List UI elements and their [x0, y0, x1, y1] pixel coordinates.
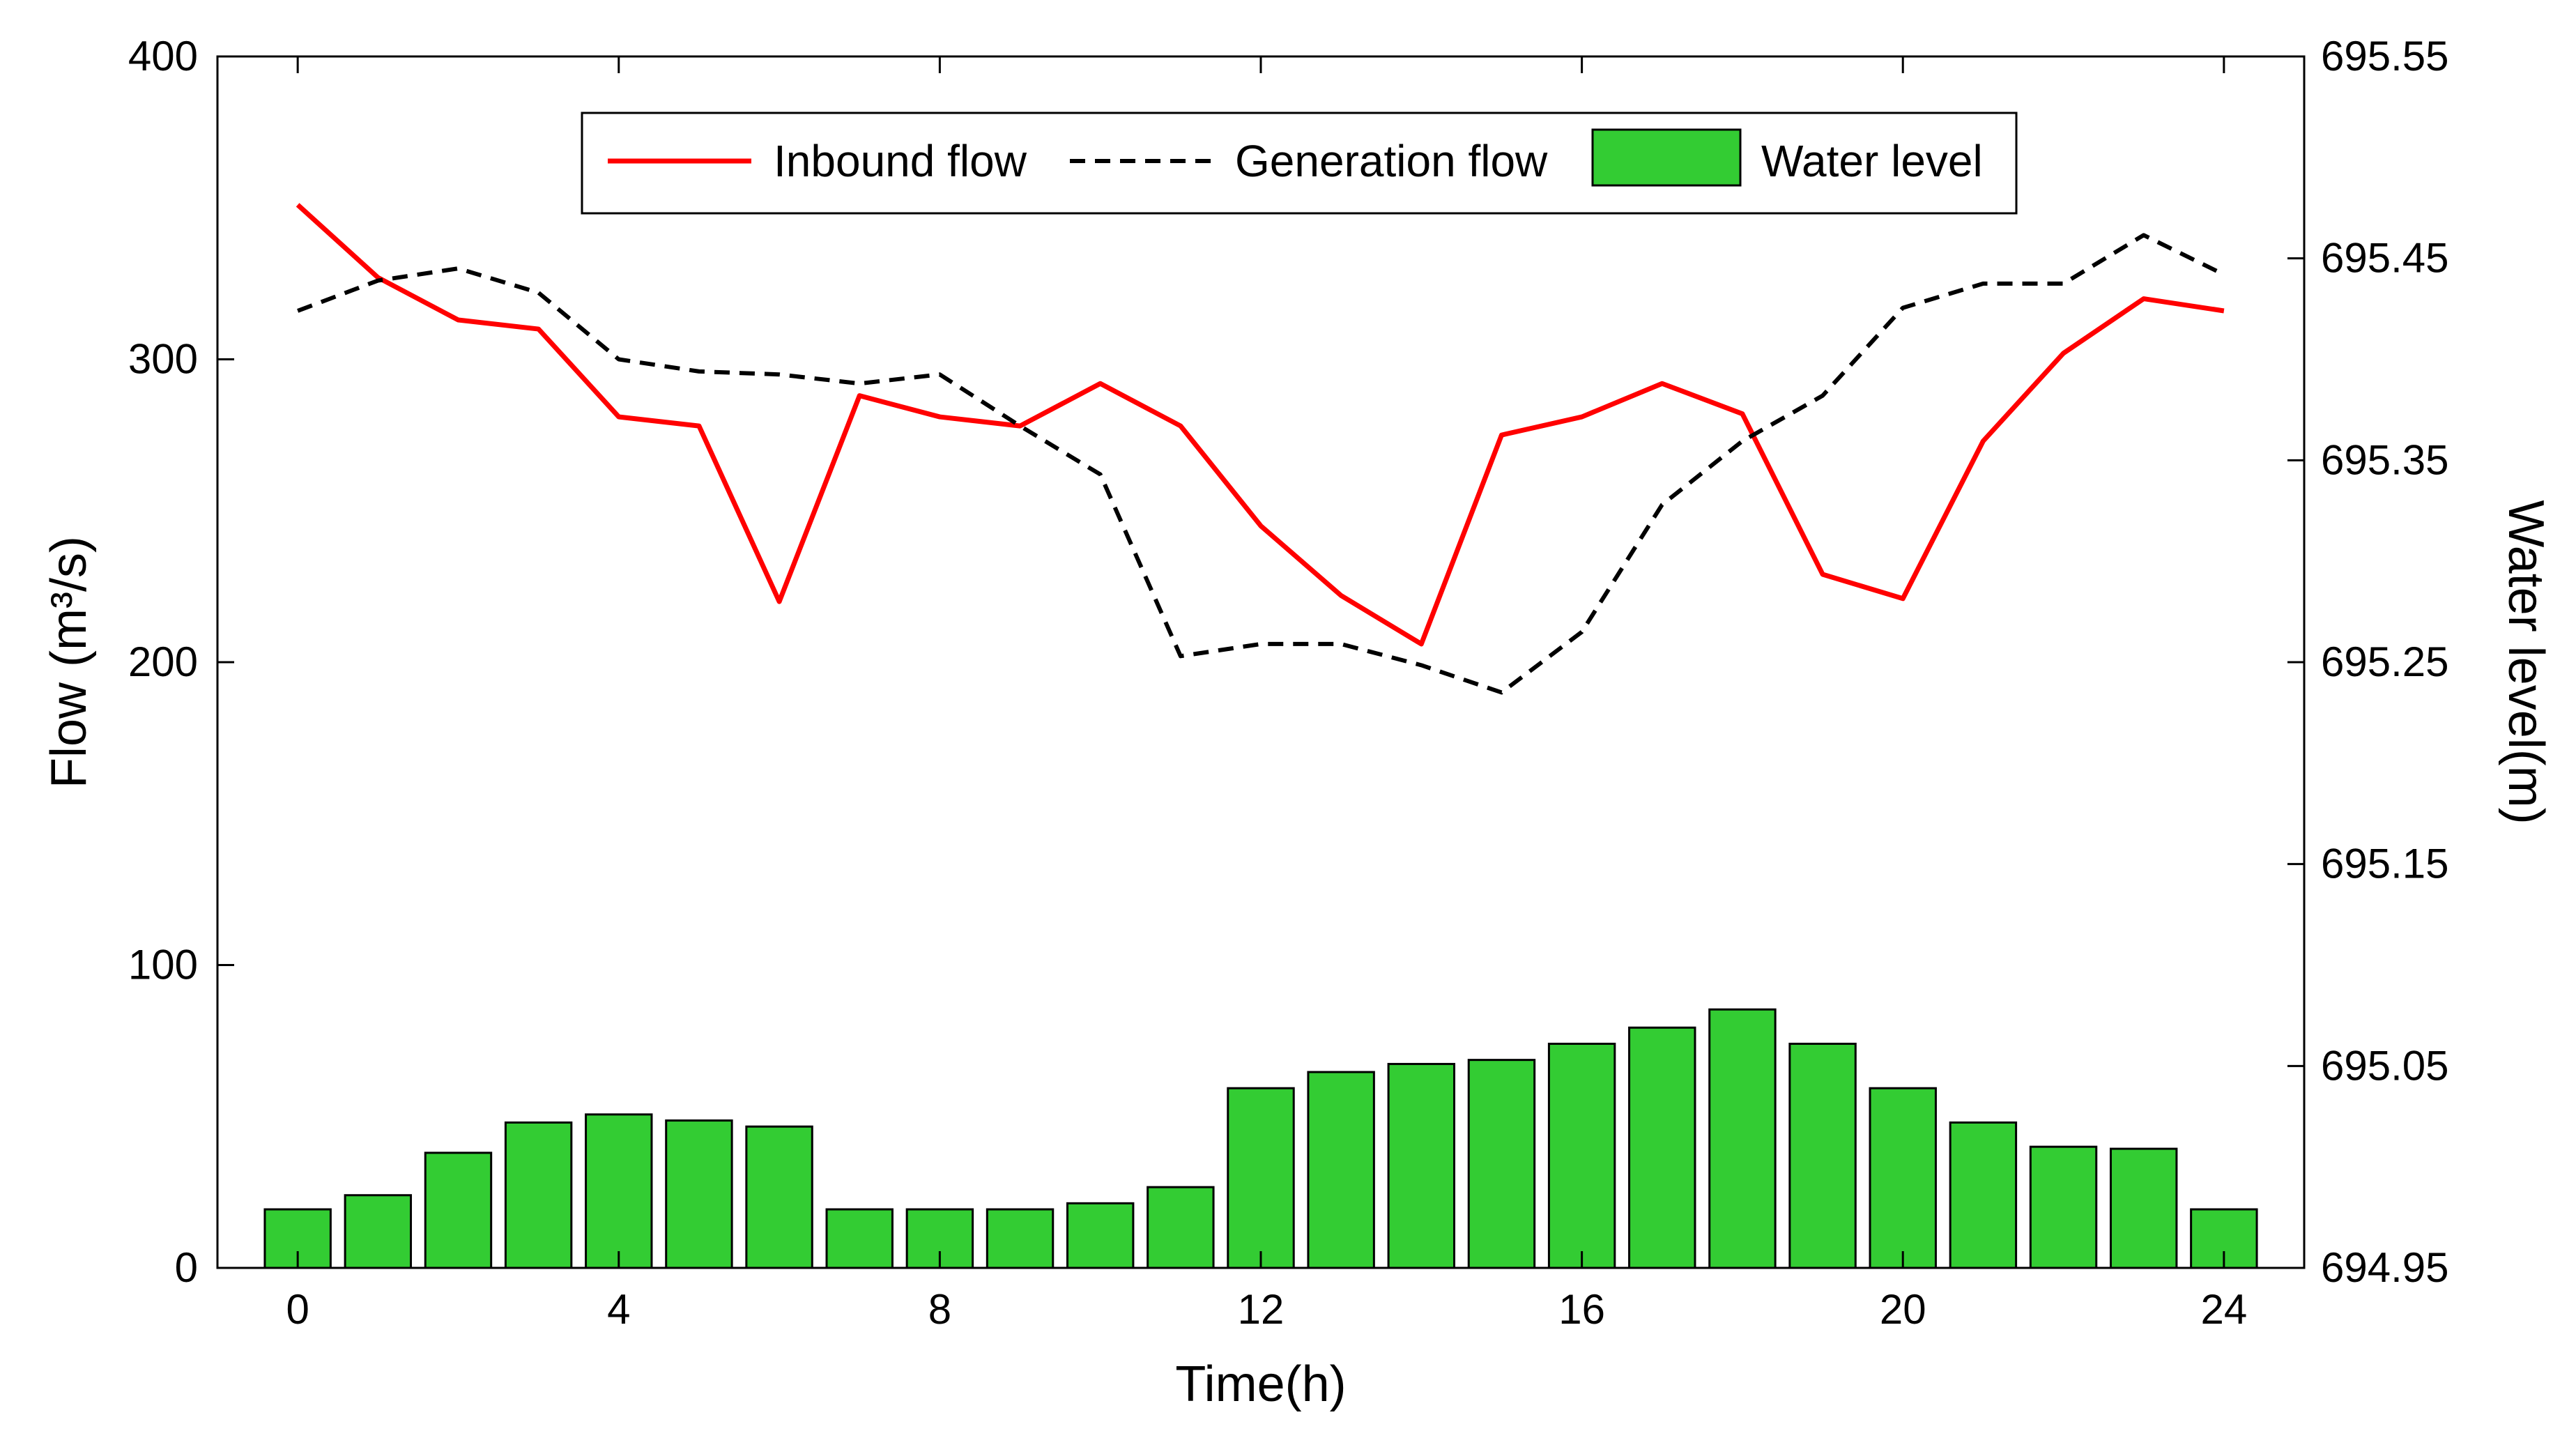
y-left-tick-label: 300 [128, 336, 198, 383]
water-level-bar [424, 1151, 493, 1269]
y-right-tick-label: 695.35 [2321, 436, 2449, 483]
water-level-bar [1387, 1062, 1456, 1269]
y-left-tick-label: 200 [128, 638, 198, 685]
y-right-tick-label: 694.95 [2321, 1244, 2449, 1291]
generation-flow-point [2223, 274, 2225, 275]
generation-flow-point [1260, 643, 1262, 645]
water-level-bar [585, 1113, 653, 1269]
y-axis-left-title-unit: (m³/s) [41, 536, 97, 667]
water-level-bar [1467, 1059, 1536, 1269]
y-right-tick-label: 695.15 [2321, 841, 2449, 887]
axis-ticks: 0 4 8 12 16 20 24 0 100 200 300 400 694.95 695.05 695.… [128, 33, 2449, 1333]
legend-water-level-label: Water level [1761, 136, 1983, 186]
x-tick-label: 12 [1238, 1286, 1285, 1333]
y-axis-left-title: Flow (m³/s) [41, 536, 97, 788]
generation-flow-point [457, 268, 459, 269]
x-tick-label: 0 [286, 1286, 309, 1333]
water-level-bar [2109, 1147, 2178, 1269]
flow-lines [296, 203, 2225, 695]
water-level-bar [1227, 1087, 1295, 1269]
water-level-bar [1547, 1042, 1616, 1269]
x-tick-label: 8 [928, 1286, 951, 1333]
water-level-bar [504, 1121, 573, 1269]
x-axis-title: Time(h) [1175, 1356, 1346, 1412]
x-tick-label: 24 [2200, 1286, 2247, 1333]
legend: Inbound flow Generation flow Water level [581, 112, 2018, 215]
y-right-tick-label: 695.55 [2321, 33, 2449, 79]
legend-generation-flow-label: Generation flow [1235, 136, 1548, 186]
x-tick-label: 20 [1880, 1286, 1926, 1333]
water-level-bars [263, 1008, 2258, 1269]
y-right-tick-label: 695.25 [2321, 638, 2449, 685]
water-level-bar [745, 1125, 813, 1269]
water-level-bar [1788, 1042, 1857, 1269]
water-level-bar [1949, 1121, 2018, 1269]
water-level-bar [1869, 1087, 1937, 1269]
x-tick-label: 16 [1558, 1286, 1605, 1333]
legend-box [581, 112, 2018, 215]
water-level-bar [1628, 1026, 1696, 1269]
inbound-flow-line [296, 203, 2225, 647]
y-axis-left-title-main: Flow [41, 682, 97, 788]
water-level-bar [665, 1119, 733, 1269]
generation-flow-line [297, 233, 2225, 695]
y-left-tick-label: 0 [175, 1244, 198, 1291]
water-level-bar [344, 1194, 413, 1269]
y-right-tick-label: 695.05 [2321, 1042, 2449, 1089]
generation-flow-point [1340, 643, 1342, 645]
generation-flow-point [2063, 283, 2064, 284]
y-right-tick-label: 695.45 [2321, 235, 2449, 282]
water-level-bar [986, 1208, 1055, 1269]
y-left-tick-label: 100 [128, 942, 198, 988]
x-tick-label: 4 [607, 1286, 630, 1333]
generation-flow-point [1742, 441, 1743, 442]
water-level-bar [1147, 1186, 1215, 1269]
water-level-bar [825, 1208, 894, 1269]
water-level-bar [1708, 1008, 1777, 1269]
y-left-tick-label: 400 [128, 33, 198, 79]
legend-inbound-flow-label: Inbound flow [774, 136, 1027, 186]
water-level-bar [1307, 1071, 1375, 1269]
water-level-bar [1066, 1202, 1135, 1269]
plot-area-frame [216, 55, 2306, 1269]
water-level-bar [2029, 1145, 2098, 1269]
generation-flow-point [859, 383, 860, 384]
y-axis-right-title: Water level(m) [2498, 500, 2554, 824]
legend-water-level-swatch [1591, 128, 1742, 187]
